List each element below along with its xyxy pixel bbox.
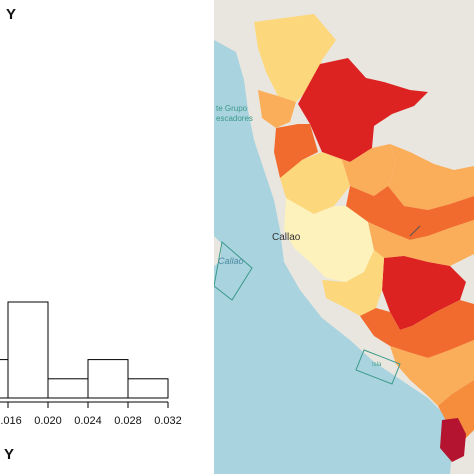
x-tick-label: 0.028 [114,415,142,427]
district-east-band[interactable] [346,186,474,240]
x-tick-label: 0.020 [34,415,62,427]
x-tick-label: 0.032 [154,415,182,427]
map-canvas[interactable] [214,0,474,474]
district-east-high[interactable] [382,256,466,330]
island-marker-box [355,349,401,385]
histogram-chart: 0.016 0.020 0.024 0.028 0.032 [0,301,182,427]
district-south-center[interactable] [322,250,384,316]
x-axis-label: Y [4,446,15,463]
district-east-upper[interactable] [388,144,474,210]
label-escadores: escadores [216,114,253,123]
port-zone-box [214,241,253,301]
airport-icon [409,225,421,237]
histogram-panel: Y 0.016 0.020 0.024 0.028 0.032 Y [0,0,214,474]
histogram-bar-1 [7,301,49,399]
district-far-south[interactable] [438,380,474,444]
district-east-mid[interactable] [368,220,474,266]
histogram-bar-3 [87,359,129,399]
choropleth-map[interactable]: Callao Callao te Grupo escadores Isla [214,0,474,474]
district-coast-north[interactable] [258,90,296,128]
district-north-center[interactable] [274,124,318,182]
district-northwest[interactable] [254,14,336,102]
label-grupo: te Grupo [216,104,248,113]
district-center-north[interactable] [322,144,396,196]
x-tick-label: 0.024 [74,415,102,427]
district-southeast[interactable] [360,300,474,358]
histogram-top-label: Y [6,6,17,23]
histogram-bar-4 [127,378,169,399]
district-lima-center[interactable] [284,198,374,282]
label-callao-sea: Callao [218,256,244,266]
histogram-bar-2 [47,378,89,399]
histogram-bar-0 [0,359,9,399]
district-southernmost[interactable] [440,418,466,462]
x-tick-label: 0.016 [0,415,22,427]
district-north-high[interactable] [298,58,428,162]
district-south[interactable] [390,340,474,406]
label-callao-city: Callao [272,232,301,243]
ocean [214,40,454,474]
peninsula [214,236,222,266]
label-island: Isla [372,362,382,368]
district-center-west[interactable] [280,152,350,214]
